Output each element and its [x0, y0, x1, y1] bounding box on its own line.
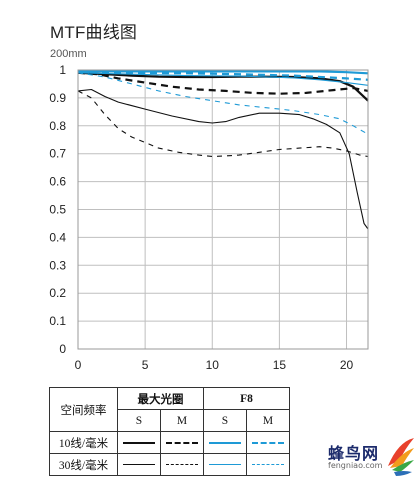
y-tick-label: 0.8: [49, 119, 66, 133]
y-tick-label: 1: [59, 63, 66, 77]
axes: 00.10.20.30.40.50.60.70.80.910 5 10 15 20: [49, 63, 369, 372]
legend-swatch: [166, 464, 198, 465]
legend-swatch-cell: [203, 453, 247, 476]
series-group: [77, 70, 369, 230]
x-tick-label: 0: [75, 358, 82, 372]
legend-swatch: [252, 464, 284, 465]
y-tick-label: 0.7: [49, 147, 66, 161]
legend-swatch-cell: [117, 453, 161, 476]
plot-frame: [77, 69, 369, 350]
y-tick-label: 0.1: [49, 314, 66, 328]
y-tick-label: 0.4: [49, 230, 66, 244]
legend-swatch-cell: [160, 453, 204, 476]
legend-subheader-s: S: [203, 409, 247, 432]
legend-row-header: 空间频率: [49, 387, 118, 432]
x-tick-label: 5: [142, 358, 149, 372]
y-tick-label: 0.2: [49, 286, 66, 300]
legend-swatch: [123, 464, 155, 465]
series-line: [77, 71, 369, 95]
legend-swatch-cell: [117, 431, 161, 454]
legend-swatch: [209, 441, 241, 444]
series-line: [77, 90, 369, 158]
legend-swatch: [123, 441, 155, 444]
x-tick-label: 15: [273, 358, 287, 372]
series-line: [77, 72, 369, 135]
legend-group-f8: F8: [203, 387, 290, 410]
y-tick-label: 0.5: [49, 203, 66, 217]
hummingbird-icon: [388, 438, 414, 476]
watermark-name: 蜂鸟网: [328, 444, 380, 463]
grid: [77, 69, 368, 350]
watermark-url: fengniao.com: [328, 461, 383, 470]
legend-swatch-cell: [246, 431, 290, 454]
legend-subheader-s: S: [117, 409, 161, 432]
legend-subheader-m: M: [246, 409, 290, 432]
y-tick-label: 0: [59, 342, 66, 356]
series-line: [77, 70, 369, 81]
chart-subtitle: 200mm: [50, 48, 87, 60]
y-tick-label: 0.3: [49, 258, 66, 272]
legend-swatch-cell: [203, 431, 247, 454]
mtf-chart: 200mm 00.10.20.30.40.50.60.70.80.910 5 10 1…: [49, 48, 369, 372]
legend-swatch: [209, 464, 241, 465]
legend-table: 空间频率 最大光圈 F8 S M S M 10线/毫米 30线/毫米: [49, 387, 290, 476]
watermark-logo: 蜂鸟网 fengniao.com: [322, 436, 417, 481]
x-tick-label: 20: [340, 358, 354, 372]
legend-swatch: [252, 441, 284, 444]
legend-swatch: [166, 441, 198, 444]
legend-group-max-aperture: 最大光圈: [117, 387, 204, 410]
legend-row-label-10lp: 10线/毫米: [49, 431, 118, 454]
legend-swatch-cell: [160, 431, 204, 454]
x-tick-label: 10: [206, 358, 220, 372]
series-line: [77, 71, 369, 102]
y-tick-label: 0.6: [49, 175, 66, 189]
legend-subheader-m: M: [160, 409, 204, 432]
legend-row-label-30lp: 30线/毫米: [49, 453, 118, 476]
series-line: [77, 72, 369, 86]
legend-swatch-cell: [246, 453, 290, 476]
page-title: MTF曲线图: [50, 23, 138, 42]
series-line: [77, 88, 369, 230]
series-line: [78, 70, 369, 75]
y-tick-label: 0.9: [49, 91, 66, 105]
